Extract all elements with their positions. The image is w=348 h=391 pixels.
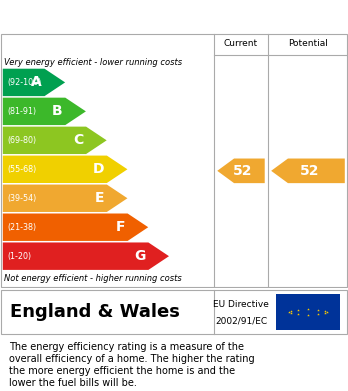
Text: G: G	[134, 249, 145, 263]
Text: EU Directive: EU Directive	[213, 300, 269, 309]
Text: C: C	[73, 133, 83, 147]
Text: 52: 52	[233, 164, 252, 178]
Text: D: D	[93, 162, 104, 176]
Bar	[276, 294, 340, 330]
Polygon shape	[217, 158, 265, 183]
Text: Potential: Potential	[288, 39, 328, 48]
Polygon shape	[271, 158, 345, 183]
Text: B: B	[52, 104, 63, 118]
Text: (1-20): (1-20)	[7, 252, 31, 261]
Text: The energy efficiency rating is a measure of the: The energy efficiency rating is a measur…	[9, 341, 244, 352]
Text: (39-54): (39-54)	[7, 194, 36, 203]
Text: F: F	[115, 220, 125, 234]
Text: Very energy efficient - lower running costs: Very energy efficient - lower running co…	[4, 58, 182, 67]
Text: A: A	[31, 75, 42, 90]
Text: (21-38): (21-38)	[7, 223, 36, 232]
Text: E: E	[95, 191, 104, 205]
Text: (92-100): (92-100)	[7, 78, 41, 87]
Polygon shape	[3, 98, 86, 125]
Text: Not energy efficient - higher running costs: Not energy efficient - higher running co…	[4, 274, 182, 283]
Text: Energy Efficiency Rating: Energy Efficiency Rating	[9, 9, 230, 24]
Text: (55-68): (55-68)	[7, 165, 36, 174]
Text: 52: 52	[300, 164, 319, 178]
Text: England & Wales: England & Wales	[10, 303, 180, 321]
Polygon shape	[3, 213, 148, 241]
Polygon shape	[3, 242, 169, 270]
Text: Current: Current	[224, 39, 258, 48]
Polygon shape	[3, 127, 106, 154]
Text: lower the fuel bills will be.: lower the fuel bills will be.	[9, 378, 136, 388]
Text: overall efficiency of a home. The higher the rating: overall efficiency of a home. The higher…	[9, 353, 254, 364]
Polygon shape	[3, 185, 127, 212]
Polygon shape	[3, 156, 127, 183]
Text: (69-80): (69-80)	[7, 136, 36, 145]
Polygon shape	[3, 69, 65, 96]
Text: (81-91): (81-91)	[7, 107, 36, 116]
Text: the more energy efficient the home is and the: the more energy efficient the home is an…	[9, 366, 235, 376]
Text: 2002/91/EC: 2002/91/EC	[215, 316, 267, 325]
